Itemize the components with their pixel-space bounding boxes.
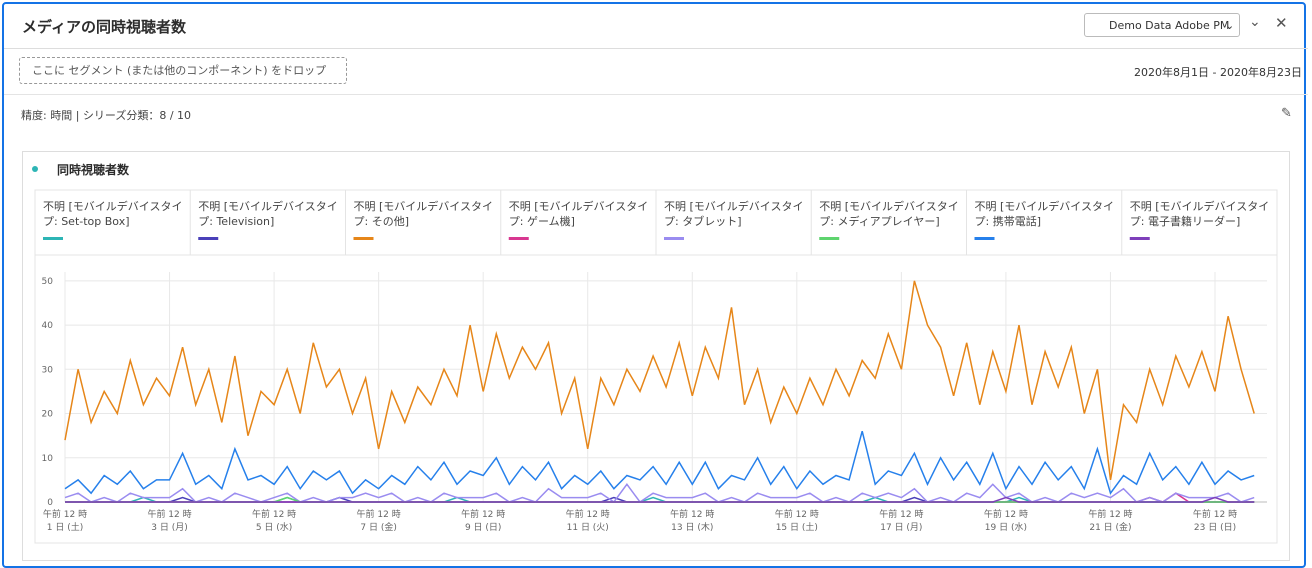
legend-line: 不明 [モバイルデバイスタイ — [43, 199, 182, 213]
legend-label: 不明 [モバイルデバイスタイプ: Television] — [198, 199, 337, 228]
legend-line: プ: タブレット] — [664, 214, 742, 228]
legend-swatch — [974, 237, 995, 240]
y-tick-label: 30 — [42, 365, 54, 375]
legend-line: 不明 [モバイルデバイスタイ — [354, 199, 493, 213]
y-tick-label: 40 — [42, 321, 54, 331]
legend-line: 不明 [モバイルデバイスタイ — [1130, 199, 1269, 213]
legend-label: 不明 [モバイルデバイスタイプ: Set-top Box] — [43, 199, 182, 228]
x-tick-time: 午前 12 時 — [1193, 508, 1237, 520]
x-tick-label: 11 日 (火) — [567, 522, 609, 533]
x-tick-label: 23 日 (日) — [1194, 522, 1236, 533]
x-tick-label: 5 日 (水) — [256, 521, 292, 533]
legend-line: プ: その他] — [354, 215, 410, 228]
legend-line: 不明 [モバイルデバイスタイ — [819, 199, 958, 213]
legend-swatch — [819, 237, 840, 240]
legend-swatch — [664, 237, 684, 240]
y-tick-label: 20 — [42, 410, 54, 420]
legend-line: 不明 [モバイルデバイスタイ — [664, 199, 803, 213]
x-tick-label: 21 日 (金) — [1089, 521, 1131, 533]
x-tick-time: 午前 12 時 — [775, 508, 819, 520]
chart-panel — [22, 151, 1290, 561]
legend-swatch — [508, 237, 529, 240]
legend-label: 不明 [モバイルデバイスタイプ: 電子書籍リーダー] — [1130, 199, 1269, 228]
legend-line: 不明 [モバイルデバイスタイ — [975, 199, 1114, 213]
collapse[interactable]: ⌄ — [1249, 14, 1261, 30]
title: メディアの同時視聴者数 — [22, 18, 186, 36]
legend-swatch — [353, 237, 374, 240]
series-line — [65, 496, 1255, 503]
series-line — [64, 431, 1255, 495]
legend-line: プ: 携帯電話] — [975, 214, 1042, 228]
legend-swatch — [43, 237, 63, 240]
series-line — [64, 280, 1255, 481]
x-tick-label: 7 日 (金) — [360, 521, 396, 533]
y-tick-label: 10 — [42, 454, 54, 464]
y-tick-label: 0 — [47, 498, 53, 508]
x-tick-time: 午前 12 時 — [670, 508, 714, 520]
legend-swatch — [1129, 237, 1150, 240]
x-tick-label: 3 日 (月) — [151, 522, 187, 533]
y-tick-label: 50 — [42, 277, 54, 287]
legend-line: プ: Television] — [198, 215, 274, 228]
divider — [4, 48, 1308, 49]
legend-line: 不明 [モバイルデバイスタイ — [509, 199, 648, 213]
settings: 精度: 時間 | シリーズ分類：8 / 10 — [21, 109, 192, 122]
x-tick-label: 13 日 (木) — [671, 521, 713, 533]
x-tick-label: 15 日 (土) — [776, 521, 818, 533]
legend-line: 不明 [モバイルデバイスタイ — [198, 199, 337, 213]
date-range[interactable]: 2020年8月1日 - 2020年8月23日 — [1134, 66, 1302, 79]
drop-zone[interactable]: ここに セグメント (または他のコンポーネント) をドロップ — [19, 57, 347, 84]
legend-line: プ: 電子書籍リーダー] — [1130, 214, 1241, 228]
legend-line: プ: ゲーム機] — [509, 214, 575, 228]
chart-title: 同時視聴者数 — [57, 162, 130, 177]
legend-label: 不明 [モバイルデバイスタイプ: ゲーム機] — [509, 199, 648, 228]
legend-label: 不明 [モバイルデバイスタイプ: メディアプレイヤー] — [819, 199, 958, 228]
x-tick-time: 午前 12 時 — [147, 508, 191, 520]
legend-label: 不明 [モバイルデバイスタイプ: その他] — [354, 199, 493, 228]
x-tick-time: 午前 12 時 — [879, 508, 923, 520]
x-tick-time: 午前 12 時 — [984, 508, 1028, 520]
chevron: ⌄ — [1225, 19, 1235, 32]
edit[interactable]: ✎ — [1281, 106, 1292, 121]
legend-swatch — [198, 237, 219, 240]
x-tick-time: 午前 12 時 — [43, 508, 87, 520]
dropdown[interactable]: Demo Data Adobe PM ⌄ — [1084, 13, 1240, 37]
legend-label: 不明 [モバイルデバイスタイプ: 携帯電話] — [975, 199, 1114, 228]
legend-label: 不明 [モバイルデバイスタイプ: タブレット] — [664, 199, 803, 228]
x-tick-label: 17 日 (月) — [880, 522, 922, 533]
close[interactable]: ✕ — [1275, 14, 1288, 32]
dropdown-label: Demo Data Adobe PM — [1109, 19, 1230, 32]
x-tick-time: 午前 12 時 — [566, 508, 610, 520]
legend-line: プ: Set-top Box] — [43, 215, 130, 228]
x-tick-time: 午前 12 時 — [461, 508, 505, 520]
x-tick-time: 午前 12 時 — [252, 508, 296, 520]
divider — [4, 94, 1308, 95]
x-tick-label: 9 日 (日) — [465, 522, 501, 533]
x-tick-label: 1 日 (土) — [47, 521, 83, 533]
x-tick-time: 午前 12 時 — [357, 508, 401, 520]
x-tick-label: 19 日 (水) — [985, 521, 1027, 533]
title-dot — [32, 166, 38, 172]
x-tick-time: 午前 12 時 — [1088, 508, 1132, 520]
legend-line: プ: メディアプレイヤー] — [819, 214, 939, 228]
